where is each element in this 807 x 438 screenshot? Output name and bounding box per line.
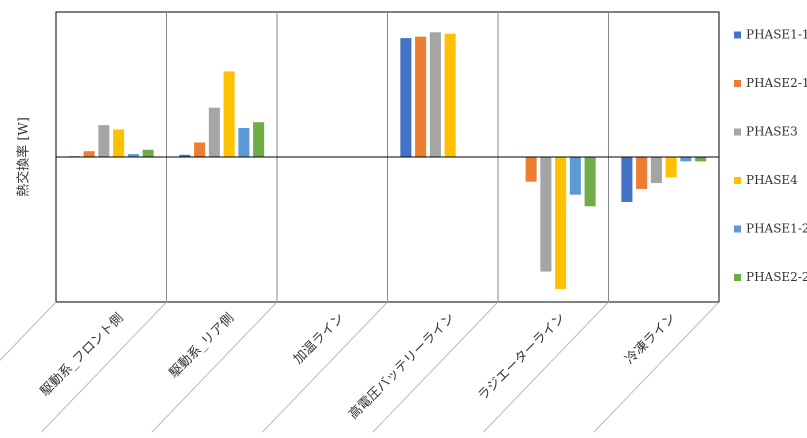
- x-tick-label: 駆動系_フロント側: [38, 311, 127, 400]
- bar: [695, 157, 707, 162]
- bar: [665, 157, 677, 178]
- bar: [555, 157, 567, 289]
- category-tick: [593, 301, 720, 433]
- bar: [127, 154, 139, 157]
- bar: [444, 33, 456, 157]
- bar: [179, 154, 191, 157]
- bar: [569, 157, 581, 195]
- legend-label: PHASE1-1: [746, 28, 807, 42]
- legend-swatch: [734, 177, 741, 184]
- x-tick-label: 駆動系_リア側: [167, 311, 237, 381]
- category-tick: [41, 301, 167, 433]
- legend-swatch: [734, 274, 741, 281]
- bar: [621, 157, 633, 202]
- bar: [83, 151, 95, 157]
- legend-swatch: [734, 225, 741, 233]
- legend-label: PHASE3: [746, 125, 798, 139]
- bar: [680, 157, 692, 162]
- legend-swatch: [734, 128, 741, 136]
- legend-label: PHASE2-2: [746, 270, 807, 284]
- x-tick-label: ラジエーターライン: [475, 311, 568, 404]
- bar: [98, 125, 110, 157]
- category-tick: [0, 301, 57, 361]
- category-tick: [262, 301, 388, 433]
- legend-label: PHASE4: [746, 173, 798, 187]
- y-axis-label: 熱交換率 [W]: [16, 117, 32, 197]
- legend-label: PHASE2-1: [746, 76, 807, 90]
- bar: [415, 36, 427, 157]
- bar: [238, 128, 250, 157]
- bar: [142, 149, 154, 157]
- x-tick-label: 冷凍ライン: [622, 310, 679, 367]
- bar: [113, 129, 125, 157]
- bar: [636, 157, 648, 189]
- category-tick: [372, 301, 499, 433]
- bar: [429, 32, 441, 157]
- x-tick-label: 加温ライン: [291, 311, 348, 368]
- bar: [525, 157, 537, 182]
- bar: [540, 157, 552, 272]
- legend-label: PHASE1-2: [746, 222, 807, 236]
- bar: [208, 107, 220, 157]
- legend-swatch: [734, 80, 741, 87]
- bar: [253, 122, 265, 157]
- category-tick: [483, 301, 609, 433]
- bar: [194, 142, 206, 157]
- bar: [223, 71, 235, 157]
- x-tick-label: 高電圧バッテリーライン: [346, 310, 458, 422]
- bar: [584, 157, 596, 207]
- category-tick: [151, 301, 278, 433]
- legend-swatch: [734, 31, 741, 39]
- bar: [650, 157, 662, 184]
- bar: [400, 38, 412, 157]
